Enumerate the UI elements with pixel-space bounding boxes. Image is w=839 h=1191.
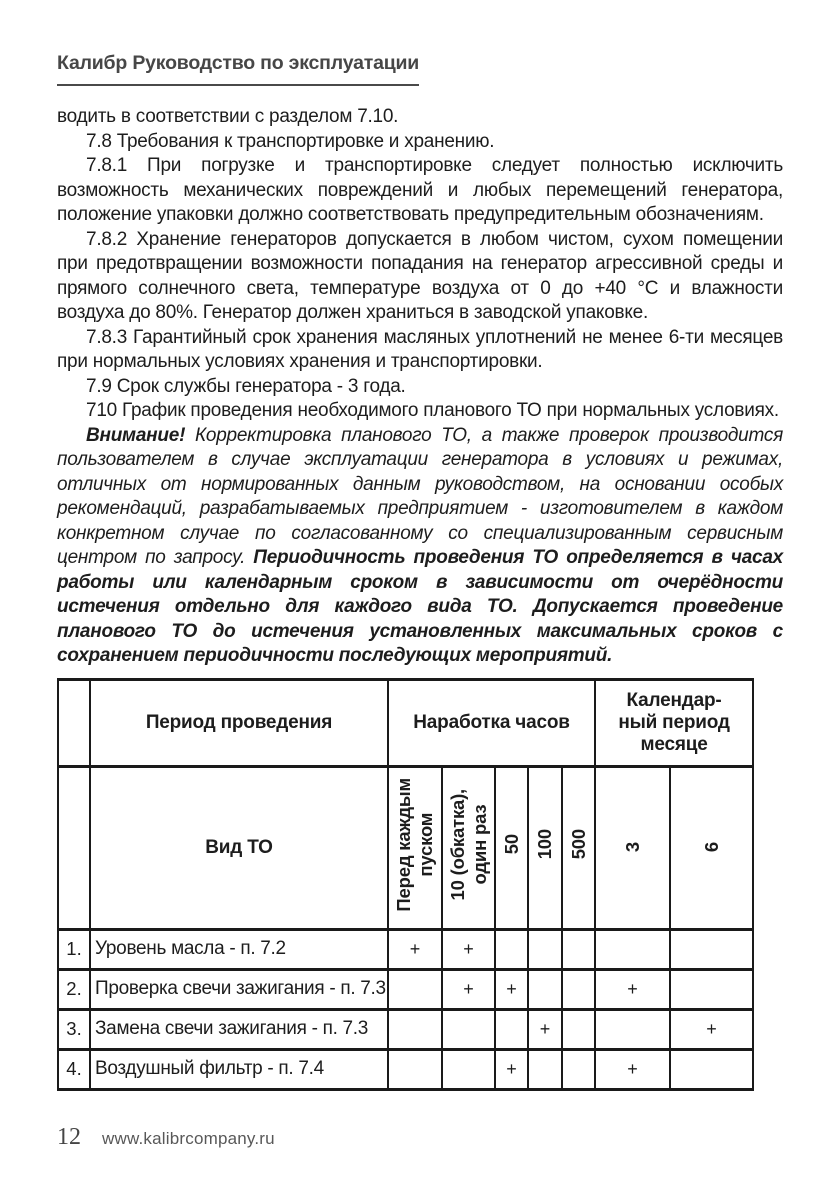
mark-cell (527, 1047, 563, 1091)
paragraph-7-8-3: 7.8.3 Гарантийный срок хранения масляных… (57, 326, 783, 373)
mark-cell: + (387, 927, 443, 971)
rotated-label: 6 (700, 842, 722, 853)
mark-cell (387, 967, 443, 1011)
mark-cell (441, 1047, 496, 1091)
attention-paragraph: Внимание! Корректировка планового ТО, а … (57, 424, 783, 669)
attention-bold-text: Периодичность проведения ТО определяется… (57, 547, 783, 666)
mark-cell: + (594, 1047, 672, 1091)
header-50h: 50 (494, 764, 529, 931)
table-row: 1. Уровень масла - п. 7.2 + + (57, 927, 755, 971)
row-task: Уровень масла - п. 7.2 (89, 927, 389, 971)
mark-cell: + (441, 967, 496, 1011)
mark-cell (387, 1047, 443, 1091)
mark-cell (594, 927, 672, 971)
attention-text: Корректировка планового ТО, а также пров… (57, 424, 784, 569)
row-number: 1. (57, 927, 91, 971)
mark-cell (494, 1007, 529, 1051)
paragraph-7-8: 7.8 Требования к транспортировке и хране… (86, 130, 495, 152)
header-100h: 100 (527, 764, 563, 931)
row-task: Проверка свечи зажигания - п. 7.3 (89, 967, 389, 1011)
header-500h: 500 (560, 764, 597, 931)
row-task: Воздушный фильтр - п. 7.4 (89, 1047, 389, 1091)
rotated-label: 3 (621, 842, 643, 853)
table-header-row-2: Вид ТО Перед каждым пуском 10 (обкатка),… (57, 764, 755, 931)
row-number: 3. (57, 1007, 91, 1051)
rotated-label: 10 (обкатка), один раз (446, 788, 490, 901)
mark-cell (669, 967, 755, 1011)
corner-cell (57, 764, 91, 931)
mark-cell: + (494, 967, 529, 1011)
page-content: Калибр Руководство по эксплуатации водит… (57, 52, 783, 1091)
paragraph-7-8-1: 7.8.1 При погрузке и транспортировке сле… (57, 155, 783, 225)
header-vid-to: Вид ТО (89, 764, 389, 931)
mark-cell: + (594, 967, 672, 1011)
rotated-label: 500 (567, 829, 589, 860)
rotated-label: Перед каждым пуском (393, 777, 436, 912)
mark-cell: + (494, 1047, 529, 1091)
table-row: 3. Замена свечи зажигания - п. 7.3 + + (57, 1007, 755, 1051)
mark-cell (441, 1007, 496, 1051)
table-row: 2. Проверка свечи зажигания - п. 7.3 + +… (57, 967, 755, 1011)
website-url: www.kalibrcompany.ru (102, 1129, 275, 1148)
header-before-start: Перед каждым пуском (387, 764, 443, 931)
header-6-months: 6 (669, 764, 755, 931)
table-row: 4. Воздушный фильтр - п. 7.4 + + (57, 1047, 755, 1091)
mark-cell (669, 1047, 755, 1091)
mark-cell: + (527, 1007, 563, 1051)
paragraph-7-9: 7.9 Срок службы генератора - 3 года. (86, 375, 406, 397)
page-number: 12 (57, 1124, 81, 1150)
mark-cell (560, 927, 597, 971)
mark-cell (494, 927, 529, 971)
row-number: 2. (57, 967, 91, 1011)
maintenance-schedule-table: Период проведения Наработка часов Календ… (57, 677, 755, 1091)
mark-cell (669, 927, 755, 971)
row-task: Замена свечи зажигания - п. 7.3 (89, 1007, 389, 1051)
mark-cell (594, 1007, 672, 1051)
mark-cell: + (669, 1007, 755, 1051)
mark-cell (527, 927, 563, 971)
paragraph-continuation: водить в соответствии с разделом 7.10. (57, 106, 399, 127)
paragraph-7-8-2: 7.8.2 Хранение генераторов допускается в… (57, 228, 783, 324)
rotated-label: 100 (534, 829, 555, 860)
attention-label: Внимание! (86, 424, 186, 446)
mark-cell (560, 1047, 597, 1091)
body-text: водить в соответствии с разделом 7.10. 7… (57, 105, 783, 669)
paragraph-7-10: 710 График проведения необходимого плано… (86, 400, 779, 421)
page-footer: 12 www.kalibrcompany.ru (57, 1124, 275, 1151)
mark-cell (560, 967, 597, 1011)
table-header-row-1: Период проведения Наработка часов Календ… (57, 677, 755, 768)
corner-cell (57, 677, 91, 768)
header-10-break-in: 10 (обкатка), один раз (441, 764, 496, 931)
rotated-label: 50 (500, 834, 522, 855)
mark-cell (527, 967, 563, 1011)
header-period: Период проведения (89, 677, 389, 768)
header-hours: Наработка часов (386, 677, 597, 768)
mark-cell (560, 1007, 597, 1051)
header-3-months: 3 (594, 764, 672, 931)
page-header: Калибр Руководство по эксплуатации (57, 52, 783, 86)
mark-cell (387, 1007, 443, 1051)
document-title: Калибр Руководство по эксплуатации (57, 52, 419, 86)
header-calendar: Календар- ный период месяце (594, 677, 755, 768)
row-number: 4. (57, 1047, 91, 1091)
mark-cell: + (441, 927, 496, 971)
